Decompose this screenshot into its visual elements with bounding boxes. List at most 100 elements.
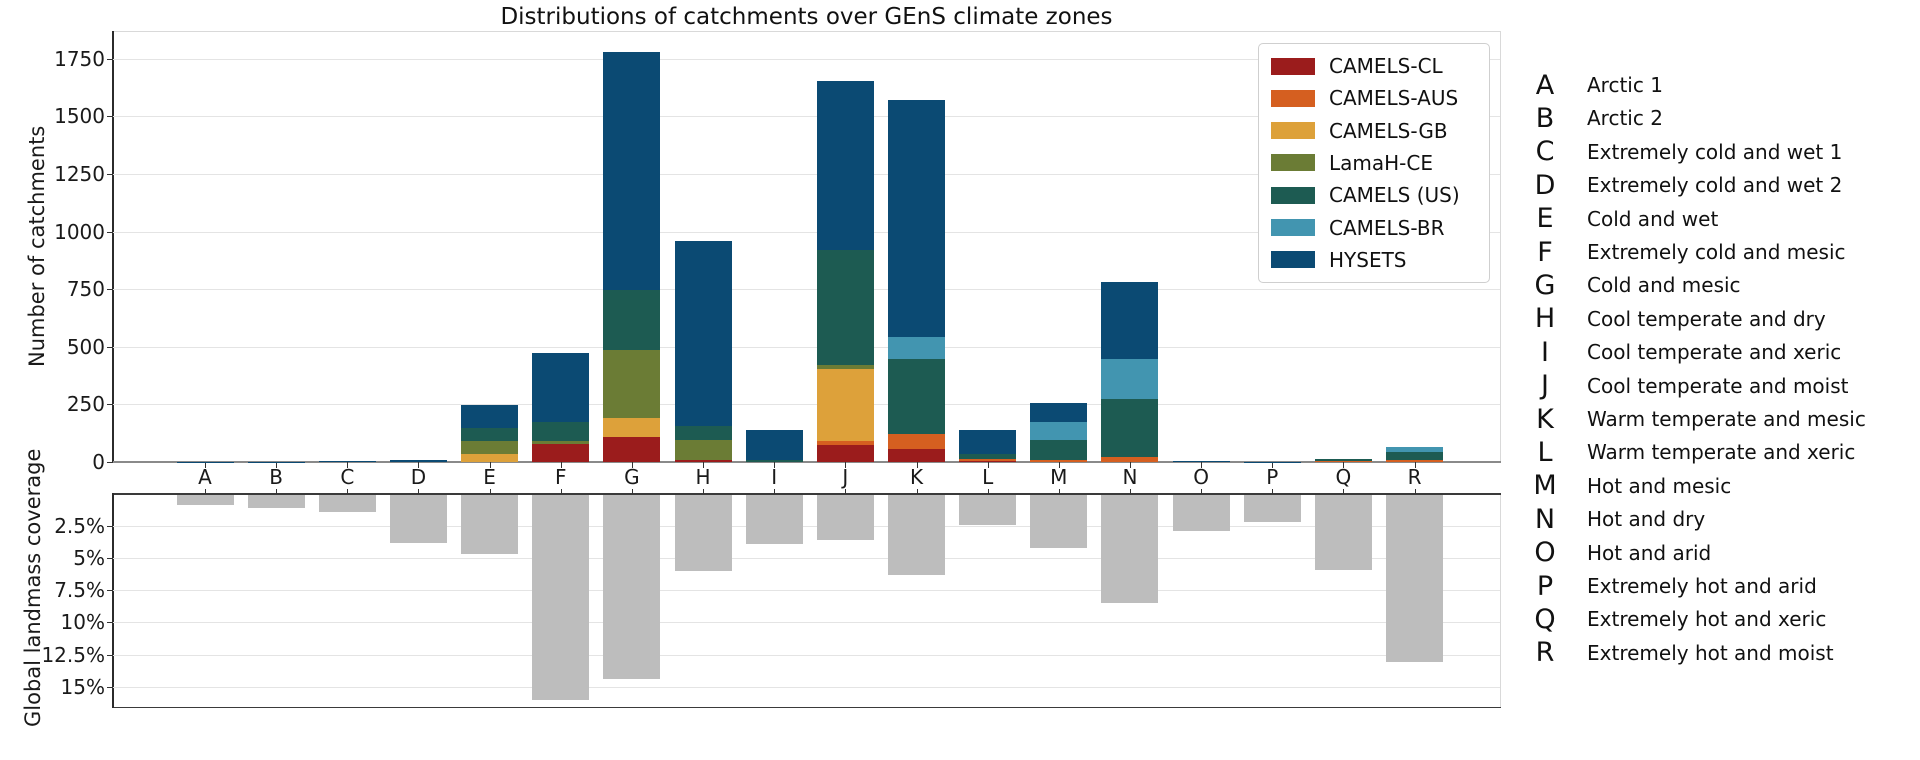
legend-label: CAMELS-AUS — [1329, 86, 1458, 110]
catchment-bar-segment-hysets — [746, 430, 803, 460]
catchment-bar-segment-camels-aus — [1386, 460, 1443, 462]
legend-row: CAMELS-CL — [1271, 54, 1477, 78]
legend-row: LamaH-CE — [1271, 151, 1477, 175]
bottom-plot-bottom-spine — [113, 707, 1501, 708]
category-label: J — [815, 465, 875, 489]
catchment-bar-segment-hysets — [603, 52, 660, 289]
bottom-x-tickmark — [774, 489, 775, 494]
bottom-x-tickmark — [1415, 489, 1416, 494]
top-gridline — [113, 347, 1500, 348]
zone-row: CExtremely cold and wet 1 — [1516, 136, 1842, 168]
coverage-bar — [390, 495, 447, 543]
coverage-bar — [1173, 495, 1230, 531]
top-y-tick-label: 750 — [5, 277, 105, 301]
legend-row: CAMELS-AUS — [1271, 86, 1477, 110]
catchment-bar-segment-hysets — [959, 430, 1016, 454]
zone-code: E — [1516, 203, 1574, 234]
catchment-bar-segment-hysets — [1173, 461, 1230, 462]
category-label: O — [1171, 465, 1231, 489]
zone-code: L — [1516, 437, 1574, 468]
catchment-bar-segment-camels-us- — [1315, 459, 1372, 461]
catchment-bar-segment-hysets — [390, 460, 447, 462]
catchment-bar-segment-camels-br — [888, 337, 945, 360]
zone-row: FExtremely cold and mesic — [1516, 236, 1846, 268]
zone-code: M — [1516, 470, 1574, 501]
top-y-axis-spine — [112, 31, 114, 463]
zone-row: AArctic 1 — [1516, 69, 1663, 101]
zone-row: ECold and wet — [1516, 203, 1718, 235]
zone-row: RExtremely hot and moist — [1516, 637, 1834, 669]
catchment-bar-segment-hysets — [177, 462, 234, 463]
legend-row: HYSETS — [1271, 248, 1477, 272]
bottom-gridline — [113, 655, 1500, 656]
bottom-x-tickmark — [490, 489, 491, 494]
top-y-tickmark — [107, 347, 113, 348]
catchment-bar-segment-camels-us- — [532, 422, 589, 441]
catchment-bar-segment-camels-us- — [817, 250, 874, 365]
bottom-y-tick-label: 10% — [5, 610, 105, 634]
top-y-tick-label: 500 — [5, 335, 105, 359]
zone-code: B — [1516, 103, 1574, 134]
bottom-gridline — [113, 558, 1500, 559]
category-label: C — [317, 465, 377, 489]
legend-row: CAMELS-GB — [1271, 119, 1477, 143]
coverage-bar — [177, 495, 234, 505]
coverage-bar — [1030, 495, 1087, 548]
category-label: F — [531, 465, 591, 489]
zone-code: G — [1516, 270, 1574, 301]
legend-row: CAMELS-BR — [1271, 216, 1477, 240]
legend-label: CAMELS-GB — [1329, 119, 1448, 143]
legend-label: CAMELS (US) — [1329, 183, 1460, 207]
zone-code: K — [1516, 404, 1574, 435]
bottom-x-tickmark — [988, 489, 989, 494]
catchment-bar-segment-camels-cl — [959, 461, 1016, 462]
legend-label: HYSETS — [1329, 248, 1407, 272]
legend-swatch-camels-us- — [1271, 187, 1315, 204]
catchment-bar-segment-camels-us- — [461, 428, 518, 441]
legend-label: LamaH-CE — [1329, 151, 1433, 175]
bottom-y-tickmark — [107, 687, 113, 688]
category-label: I — [744, 465, 804, 489]
coverage-bar — [888, 495, 945, 575]
bottom-y-tick-label: 5% — [5, 546, 105, 570]
catchment-bar-segment-lamah-ce — [675, 440, 732, 459]
category-label: P — [1242, 465, 1302, 489]
zone-code: J — [1516, 370, 1574, 401]
bottom-y-tick-label: 7.5% — [5, 578, 105, 602]
catchment-bar-segment-camels-cl — [675, 460, 732, 462]
catchment-bar-segment-camels-cl — [603, 437, 660, 462]
bottom-y-tickmark — [107, 622, 113, 623]
catchment-bar-segment-camels-gb — [603, 418, 660, 436]
category-label: E — [460, 465, 520, 489]
catchment-bar-segment-camels-cl — [817, 445, 874, 462]
catchment-bar-segment-camels-us- — [888, 359, 945, 434]
zone-row: KWarm temperate and mesic — [1516, 403, 1866, 435]
category-label: M — [1029, 465, 1089, 489]
coverage-bar — [675, 495, 732, 571]
catchment-bar-segment-hysets — [532, 353, 589, 423]
catchment-bar-segment-camels-cl — [532, 444, 589, 462]
catchment-bar-segment-hysets — [461, 405, 518, 428]
catchment-bar-segment-camels-us- — [746, 460, 803, 462]
bottom-x-tickmark — [632, 489, 633, 494]
category-label: G — [602, 465, 662, 489]
catchment-bar-segment-camels-us- — [1101, 399, 1158, 457]
zone-row: LWarm temperate and xeric — [1516, 436, 1855, 468]
zone-name: Arctic 1 — [1574, 73, 1663, 97]
catchment-bar-segment-camels-aus — [959, 459, 1016, 461]
top-y-tick-label: 1500 — [5, 104, 105, 128]
catchment-bar-segment-camels-us- — [959, 454, 1016, 459]
coverage-bar — [532, 495, 589, 700]
catchment-bar-segment-lamah-ce — [532, 441, 589, 443]
category-label: H — [673, 465, 733, 489]
zone-name: Extremely hot and xeric — [1574, 607, 1826, 631]
zone-name: Cold and mesic — [1574, 273, 1741, 297]
category-label: B — [246, 465, 306, 489]
bottom-y-tickmark — [107, 590, 113, 591]
bottom-x-tickmark — [1059, 489, 1060, 494]
catchment-bar-segment-camels-br — [1101, 359, 1158, 398]
zone-name: Cool temperate and dry — [1574, 307, 1826, 331]
top-y-tickmark — [107, 116, 113, 117]
catchment-bar-segment-camels-gb — [461, 454, 518, 462]
zone-name: Extremely hot and moist — [1574, 641, 1834, 665]
